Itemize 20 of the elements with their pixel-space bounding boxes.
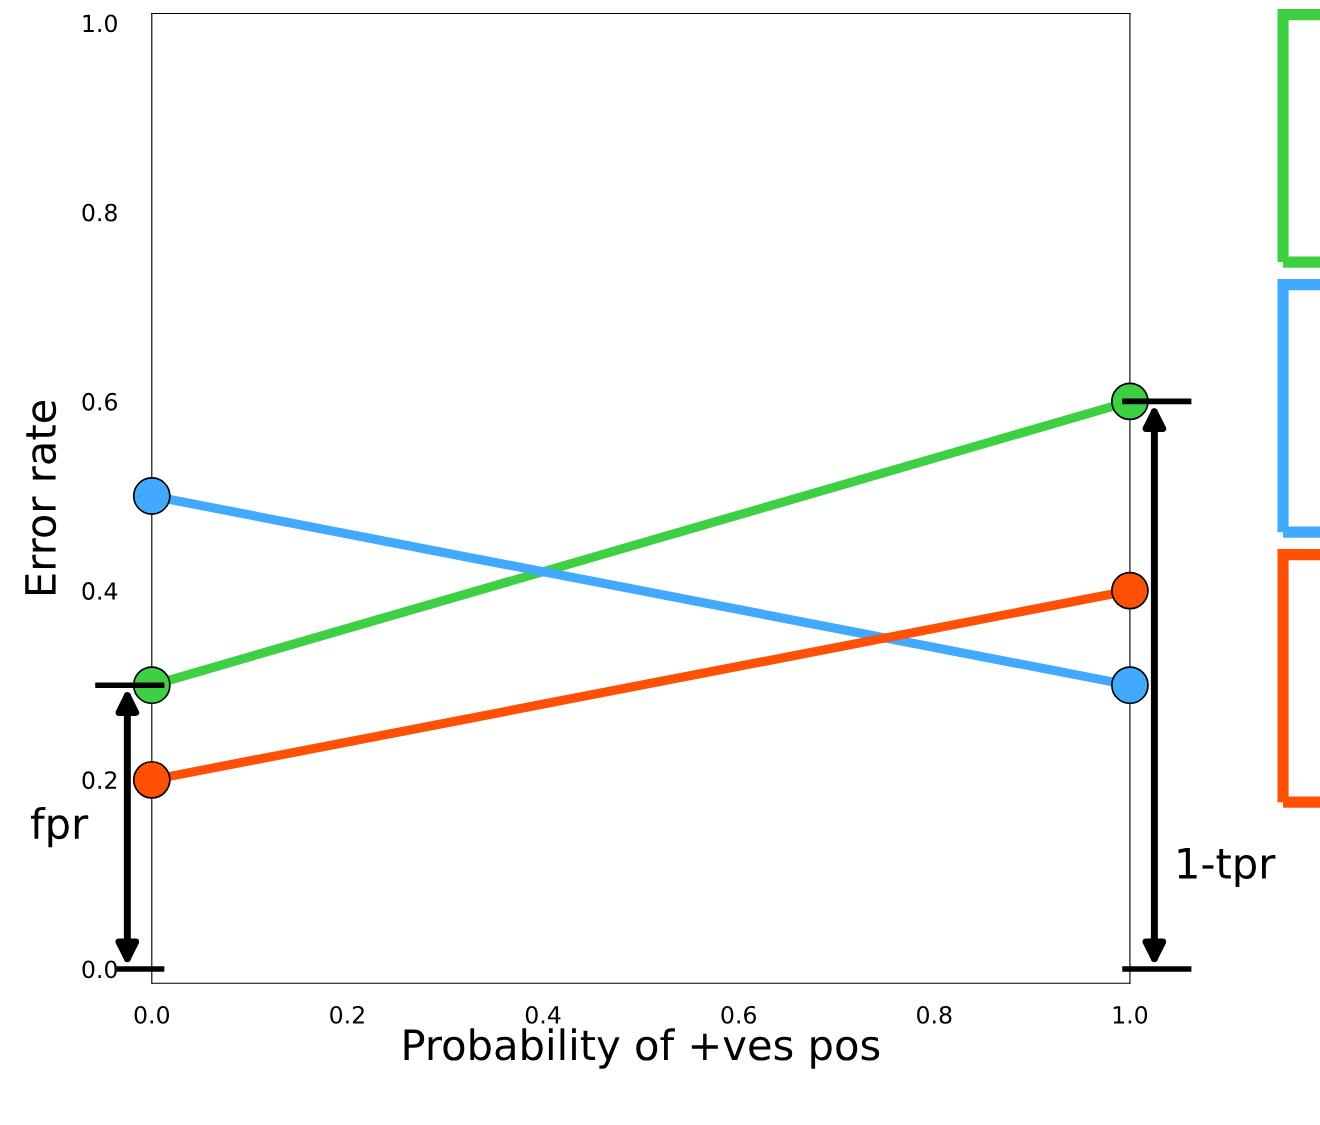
point xyxy=(1111,666,1149,705)
y-tick-label: 0.6 xyxy=(82,392,117,411)
x-tick-label: 0.8 xyxy=(917,1005,952,1024)
y-tick-label: 0.0 xyxy=(82,960,117,979)
x-tick-label: 0.2 xyxy=(330,1005,364,1024)
point xyxy=(132,760,171,799)
x-tick-label: 0.6 xyxy=(721,1005,756,1024)
text: fpr xyxy=(30,806,89,848)
y-tick-label: 0.8 xyxy=(82,203,117,222)
point xyxy=(1111,571,1149,610)
x-axis-title: Probability of +ves pos xyxy=(404,1028,880,1069)
y-tick-label: 0.2 xyxy=(82,771,117,790)
x-tick-label: 1.0 xyxy=(1113,1005,1148,1024)
y-tick-label: 0.4 xyxy=(82,582,118,600)
text: 1-tpr xyxy=(1178,848,1276,888)
point xyxy=(132,477,171,515)
x-tick-label: 0.4 xyxy=(525,1005,561,1024)
y-tick-label: 1.0 xyxy=(83,14,117,33)
y-axis-title: Error rate xyxy=(25,400,57,594)
x-tick-label: 0.0 xyxy=(134,1005,170,1024)
